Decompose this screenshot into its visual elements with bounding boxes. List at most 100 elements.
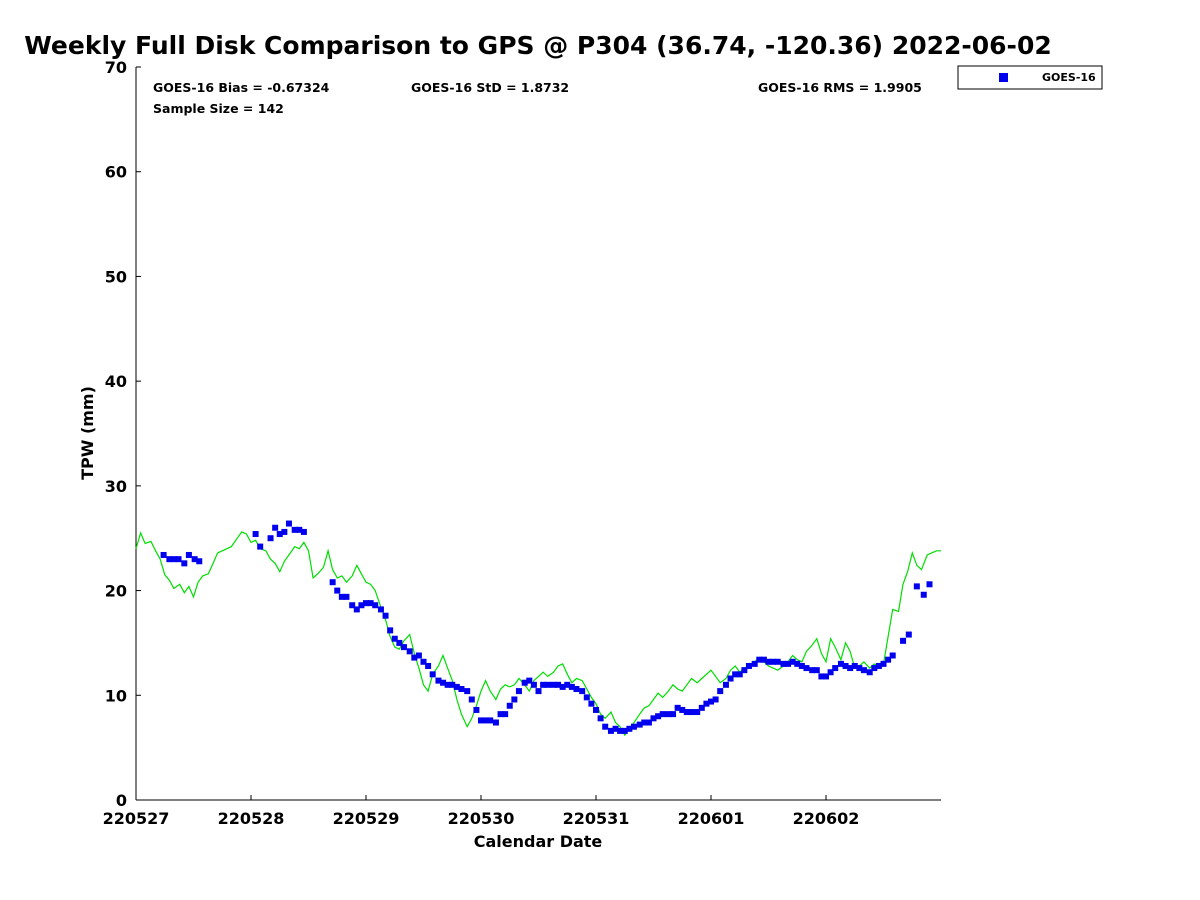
goes-point — [617, 727, 624, 734]
goes-point — [166, 556, 173, 563]
goes-point — [871, 665, 878, 672]
goes-point — [630, 723, 637, 730]
goes-point — [832, 665, 839, 672]
goes-point — [875, 662, 882, 669]
x-tick-label: 220529 — [333, 809, 400, 828]
goes-point — [257, 543, 264, 550]
goes-point — [827, 669, 834, 676]
y-ticks: 0 10 20 30 40 50 60 70 — [105, 58, 141, 810]
goes-point — [751, 660, 758, 667]
goes-point — [712, 696, 719, 703]
goes-point — [756, 656, 763, 663]
x-tick-label: 220530 — [448, 809, 515, 828]
goes-point — [281, 528, 288, 535]
goes-point — [511, 696, 518, 703]
y-tick-label: 50 — [105, 267, 127, 286]
goes-point — [698, 704, 705, 711]
goes-point — [367, 600, 374, 607]
goes-point — [650, 715, 657, 722]
x-tick-label: 220602 — [793, 809, 860, 828]
goes-point — [530, 681, 537, 688]
goes-point — [343, 593, 350, 600]
legend-label-goes: GOES-16 — [1042, 71, 1096, 84]
goes-point — [645, 719, 652, 726]
goes-point — [526, 677, 533, 684]
goes-point — [300, 528, 307, 535]
goes-point — [765, 658, 772, 665]
goes-point — [885, 656, 892, 663]
goes-point — [780, 660, 787, 667]
goes-point — [703, 700, 710, 707]
goes-point — [736, 671, 743, 678]
goes-point — [506, 702, 513, 709]
y-tick-label: 60 — [105, 163, 127, 182]
goes-point — [905, 631, 912, 638]
goes-point — [568, 683, 575, 690]
y-axis-label: TPW (mm) — [78, 386, 97, 480]
goes-point — [435, 677, 442, 684]
goes-point — [866, 669, 873, 676]
goes-point — [774, 658, 781, 665]
goes-point — [785, 660, 792, 667]
y-tick-label: 0 — [116, 791, 127, 810]
goes-point — [760, 656, 767, 663]
x-tick-label: 220531 — [563, 809, 630, 828]
plot-frame — [136, 67, 941, 800]
goes-series — [160, 520, 933, 734]
goes-point — [363, 600, 369, 607]
goes-point — [889, 652, 896, 659]
x-tick-label: 220528 — [218, 809, 285, 828]
goes-point — [564, 681, 571, 688]
goes-point — [789, 658, 796, 665]
goes-point — [296, 526, 303, 533]
goes-point — [665, 711, 672, 718]
goes-point — [900, 637, 907, 644]
goes-point — [708, 698, 714, 705]
goes-point — [837, 660, 844, 667]
rms-stat: GOES-16 RMS = 1.9905 — [758, 80, 922, 95]
goes-point — [842, 662, 849, 669]
goes-point — [602, 723, 609, 730]
goes-point — [338, 593, 345, 600]
goes-point — [487, 717, 494, 724]
goes-point — [588, 700, 595, 707]
goes-point — [803, 665, 810, 672]
gps-series — [135, 531, 941, 737]
goes-point — [913, 583, 920, 590]
goes-point — [798, 662, 805, 669]
goes-point — [555, 681, 562, 688]
plot-area — [135, 67, 941, 801]
stats-annotations: GOES-16 Bias = -0.67324 GOES-16 StD = 1.… — [153, 80, 922, 116]
goes-point — [353, 606, 360, 613]
y-tick-label: 40 — [105, 372, 127, 391]
goes-point — [741, 667, 748, 674]
goes-point — [626, 725, 633, 732]
goes-point — [818, 673, 825, 680]
goes-point — [809, 667, 816, 674]
goes-point — [358, 602, 365, 609]
goes-point — [425, 662, 432, 669]
goes-point — [396, 639, 403, 646]
goes-point — [458, 686, 465, 693]
goes-point — [688, 709, 695, 716]
goes-point — [185, 551, 192, 558]
goes-point — [683, 709, 690, 716]
goes-point — [856, 665, 863, 672]
goes-point — [559, 683, 566, 690]
goes-point — [406, 648, 413, 655]
goes-point — [453, 683, 460, 690]
goes-point — [276, 531, 283, 538]
goes-point — [794, 660, 801, 667]
legend-box — [957, 65, 1103, 90]
gps-line — [135, 531, 941, 737]
goes-point — [400, 644, 407, 651]
goes-point — [415, 652, 422, 659]
goes-point — [670, 711, 677, 718]
goes-point — [593, 706, 599, 713]
goes-point — [252, 531, 259, 538]
goes-point — [444, 681, 451, 688]
goes-point — [813, 667, 820, 674]
goes-point — [727, 675, 734, 682]
y-tick-label: 30 — [105, 477, 127, 496]
goes-point — [722, 681, 729, 688]
